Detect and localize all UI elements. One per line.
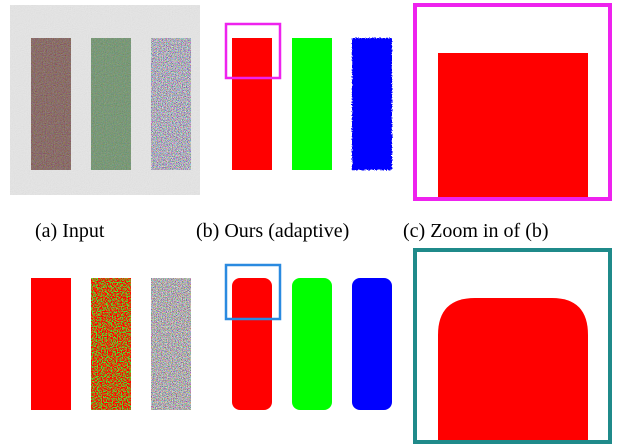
caption: (a) Input (35, 220, 105, 242)
panel-result (226, 24, 392, 170)
panel-result-2 (226, 265, 392, 410)
zoomed-bar (438, 298, 588, 440)
noisy-bar (151, 278, 191, 410)
page: (a) Input (b) Ours (adaptive) (c) Zoom i… (0, 0, 623, 445)
caption: (c) Zoom in of (b) (403, 220, 549, 242)
bar (232, 38, 272, 170)
zoomed-bar (438, 53, 588, 197)
caption: (b) Ours (adaptive) (196, 220, 349, 242)
bar (352, 278, 392, 410)
bar (292, 278, 332, 410)
figure: (a) Input (b) Ours (adaptive) (c) Zoom i… (0, 0, 623, 445)
bar (352, 38, 392, 170)
noisy-bar (151, 38, 191, 170)
panel-zoom-2 (415, 250, 610, 442)
panel-zoom (415, 5, 610, 199)
bar (232, 278, 272, 410)
bar (31, 278, 71, 410)
panel-baseline (31, 278, 191, 410)
noisy-bar (31, 38, 71, 170)
bar (292, 38, 332, 170)
panel-input (10, 5, 200, 195)
noisy-bar (91, 38, 131, 170)
noisy-bar (91, 278, 131, 410)
